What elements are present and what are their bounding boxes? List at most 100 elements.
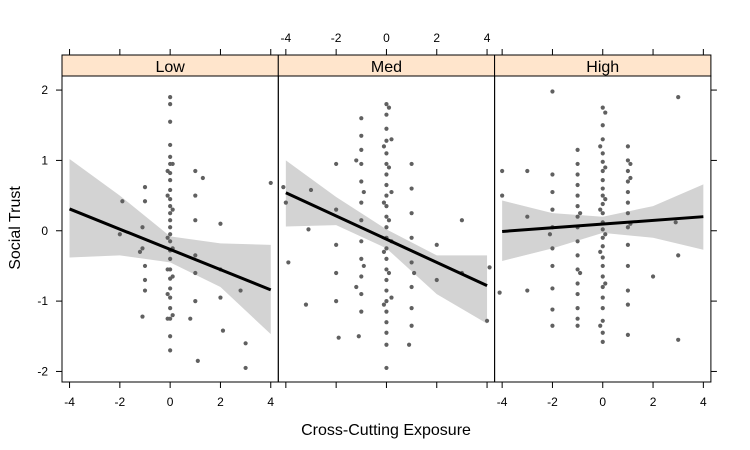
data-point: [384, 138, 389, 143]
data-point: [193, 299, 198, 304]
data-point: [384, 288, 389, 293]
data-point: [140, 314, 145, 319]
data-point: [306, 227, 311, 232]
data-point: [412, 270, 417, 276]
data-point: [625, 158, 631, 163]
data-point: [625, 144, 631, 149]
data-point: [359, 256, 364, 261]
data-point: [389, 295, 394, 300]
data-point: [600, 137, 605, 142]
data-point: [168, 142, 173, 148]
data-point: [600, 186, 605, 191]
data-point: [625, 332, 631, 337]
x-tick-label: 4: [700, 395, 707, 409]
data-point: [550, 246, 555, 251]
data-point: [575, 316, 580, 321]
data-point: [170, 161, 175, 167]
data-point: [142, 199, 148, 204]
data-point: [142, 288, 148, 293]
data-point: [409, 284, 414, 290]
x-tick-label: 4: [484, 31, 491, 45]
data-point: [142, 277, 148, 283]
y-tick-label: -2: [37, 364, 48, 378]
data-point: [625, 168, 631, 174]
data-point: [303, 302, 309, 307]
data-point: [600, 306, 605, 311]
data-point: [354, 158, 359, 163]
data-point: [384, 320, 389, 325]
y-tick-label: 0: [41, 224, 48, 238]
data-point: [459, 218, 465, 223]
data-point: [600, 274, 605, 279]
data-point: [193, 253, 198, 258]
data-point: [170, 207, 175, 212]
data-point: [140, 225, 145, 230]
data-point: [603, 232, 608, 237]
data-point: [334, 242, 339, 247]
data-point: [600, 295, 605, 300]
data-point: [625, 200, 631, 205]
data-point: [575, 281, 580, 286]
x-tick-label: 2: [650, 395, 657, 409]
x-tick-label: 4: [267, 395, 274, 409]
data-point: [578, 211, 583, 216]
data-point: [598, 249, 603, 254]
data-point: [600, 235, 605, 240]
data-point: [195, 358, 200, 363]
data-point: [575, 182, 580, 188]
data-point: [334, 207, 339, 212]
data-point: [600, 151, 605, 156]
data-point: [628, 161, 633, 167]
data-point: [578, 270, 583, 276]
data-point: [386, 165, 392, 170]
data-point: [386, 270, 392, 276]
data-point: [676, 95, 681, 100]
data-point: [550, 207, 555, 212]
data-point: [168, 178, 173, 183]
data-point: [356, 334, 361, 339]
data-point: [243, 365, 248, 371]
y-tick-label: 2: [41, 83, 48, 97]
data-point: [409, 306, 414, 311]
data-point: [170, 313, 175, 318]
data-point: [384, 225, 389, 230]
panel-high: High: [494, 54, 712, 383]
data-point: [575, 323, 580, 328]
data-point: [168, 102, 173, 107]
regression-line: [502, 215, 704, 233]
data-point: [384, 342, 389, 347]
data-point: [673, 220, 678, 225]
panel-strip-label: Med: [371, 59, 402, 76]
data-point: [550, 323, 555, 328]
data-point: [409, 161, 414, 167]
data-point: [168, 119, 173, 124]
data-point: [625, 179, 631, 184]
data-point: [168, 225, 173, 230]
data-point: [389, 189, 394, 195]
data-point: [140, 246, 145, 251]
data-point: [525, 288, 530, 293]
data-point: [386, 218, 392, 223]
data-point: [384, 161, 389, 167]
data-point: [361, 263, 366, 269]
data-point: [575, 214, 580, 219]
data-point: [168, 218, 173, 223]
data-point: [286, 260, 291, 265]
data-point: [384, 365, 389, 371]
data-point: [409, 323, 414, 328]
data-point: [497, 290, 502, 295]
data-point: [142, 263, 148, 269]
data-point: [238, 288, 243, 293]
data-point: [525, 214, 530, 219]
data-point: [600, 105, 605, 110]
data-point: [381, 144, 387, 149]
data-point: [243, 341, 248, 346]
data-point: [409, 211, 414, 216]
data-point: [625, 288, 631, 293]
data-point: [575, 172, 580, 177]
data-point: [384, 277, 389, 283]
x-tick-label: 0: [167, 395, 174, 409]
data-point: [384, 126, 389, 131]
data-point: [359, 116, 364, 121]
data-point: [165, 267, 170, 272]
